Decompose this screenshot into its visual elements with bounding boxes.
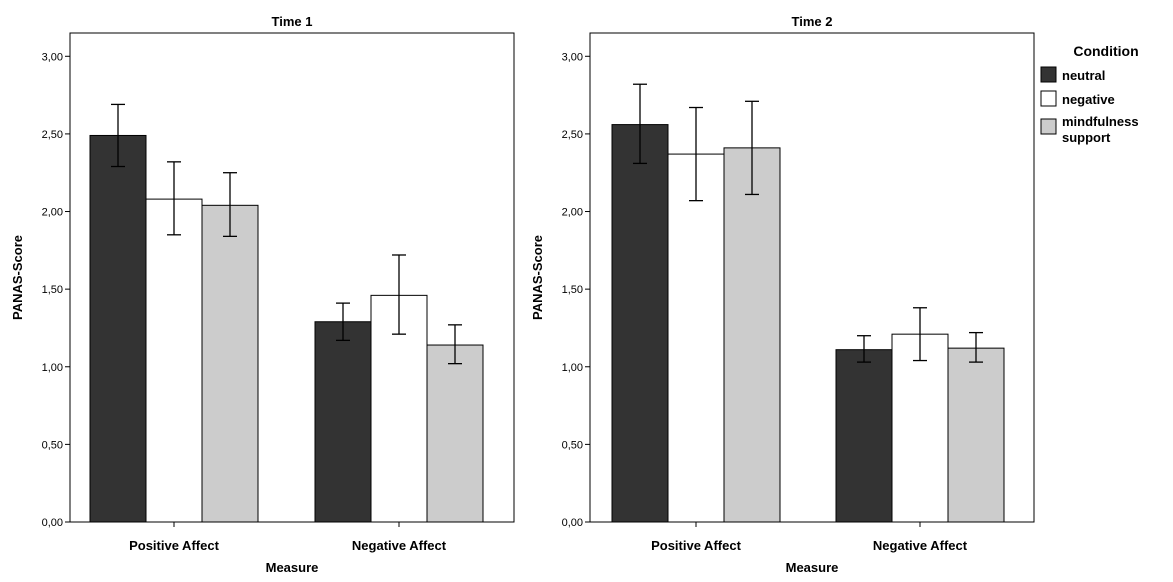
legend-label-mindfulness: mindfulness — [1062, 114, 1139, 129]
bar — [835, 349, 893, 523]
y-tick-label: 2,50 — [42, 129, 63, 141]
legend-label-neutral: neutral — [1062, 68, 1105, 83]
y-axis-title: PANAS-Score — [10, 235, 25, 320]
y-tick-label: 1,50 — [562, 284, 583, 296]
y-tick-label: 0,00 — [562, 517, 583, 529]
y-tick-label: 0,00 — [42, 517, 63, 529]
legend-label-negative: negative — [1062, 92, 1115, 107]
chart-title: Time 2 — [792, 14, 833, 29]
legend-label-support: support — [1062, 130, 1111, 145]
y-axis-title: PANAS-Score — [530, 235, 545, 320]
legend: Condition neutral negative mindfulness s… — [1040, 43, 1139, 145]
chart-panel-1: Time 1 0,00 0,50 1,00 1,50 2,00 2,50 3,00 PANAS-… — [10, 14, 515, 575]
y-tick-label: 2,50 — [562, 129, 583, 141]
y-tick-label: 3,00 — [42, 51, 63, 63]
bar — [667, 153, 725, 523]
legend-swatch-neutral — [1040, 66, 1057, 83]
y-tick-label: 0,50 — [42, 439, 63, 451]
x-tick-label: Negative Affect — [873, 538, 968, 553]
legend-swatch-negative — [1040, 90, 1057, 107]
bar — [201, 204, 259, 523]
x-axis-title: Measure — [786, 560, 839, 575]
chart-title: Time 1 — [272, 14, 313, 29]
y-tick-label: 2,00 — [42, 207, 63, 219]
bar — [89, 134, 147, 523]
bar — [611, 124, 669, 523]
bar — [314, 321, 372, 523]
chart-panel-2: Time 2 0,00 0,50 1,00 1,50 2,00 2,50 3,00 PANAS-… — [530, 14, 1035, 575]
bar — [723, 147, 781, 523]
x-axis-title: Measure — [266, 560, 319, 575]
y-tick-label: 1,50 — [42, 284, 63, 296]
y-tick-label: 1,00 — [42, 362, 63, 374]
legend-title: Condition — [1073, 43, 1138, 59]
bar — [145, 198, 203, 523]
bar — [947, 347, 1005, 523]
x-tick-label: Positive Affect — [129, 538, 219, 553]
plot-frame — [69, 32, 515, 523]
bar — [891, 333, 949, 523]
y-tick-label: 0,50 — [562, 439, 583, 451]
y-tick-label: 3,00 — [562, 51, 583, 63]
y-tick-label: 2,00 — [562, 207, 583, 219]
legend-swatch-mindfulness-support — [1040, 118, 1057, 135]
plot-frame — [589, 32, 1035, 523]
x-tick-label: Positive Affect — [651, 538, 741, 553]
y-tick-label: 1,00 — [562, 362, 583, 374]
chart-panels: Time 1 0,00 0,50 1,00 1,50 2,00 2,50 3,00 PANAS-… — [10, 14, 1035, 575]
x-tick-label: Negative Affect — [352, 538, 447, 553]
bar — [426, 344, 484, 523]
